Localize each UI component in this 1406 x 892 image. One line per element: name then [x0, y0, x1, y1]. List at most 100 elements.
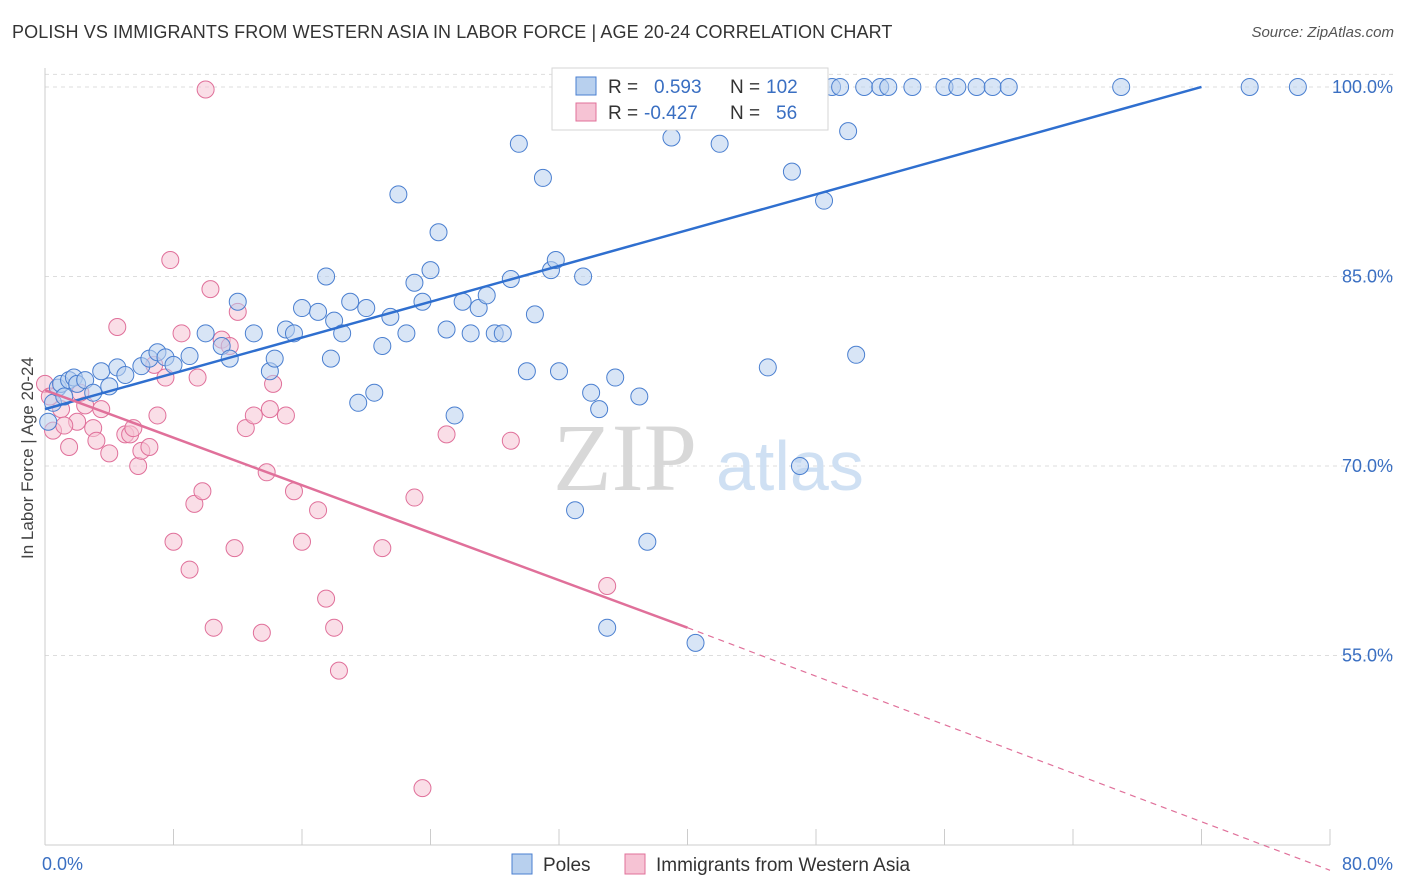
y-tick-labels: 55.0% 70.0% 85.0% 100.0% — [1332, 77, 1393, 666]
point-poles — [533, 168, 552, 187]
point-poles — [790, 456, 809, 475]
bottom-legend: Poles Immigrants from Western Asia — [511, 853, 911, 876]
trend-line-immigrants — [44, 388, 688, 629]
point-immigrants — [193, 482, 212, 501]
point-poles — [1288, 77, 1307, 96]
point-immigrants — [196, 80, 215, 99]
point-immigrants — [140, 438, 159, 457]
point-poles — [429, 223, 448, 242]
point-poles — [180, 347, 199, 366]
trend-line-poles — [44, 85, 1202, 411]
point-poles — [445, 406, 464, 425]
point-immigrants — [244, 406, 263, 425]
point-poles — [365, 383, 384, 402]
legend-swatch-immigrants — [575, 102, 597, 122]
point-poles — [116, 366, 135, 385]
y-tick-label: 70.0% — [1342, 456, 1393, 476]
point-poles — [574, 267, 593, 286]
point-poles — [196, 324, 215, 343]
point-immigrants — [204, 618, 223, 637]
point-immigrants — [437, 425, 456, 444]
point-immigrants — [108, 318, 127, 336]
point-poles — [317, 267, 336, 286]
point-poles — [469, 299, 488, 318]
point-poles — [903, 77, 922, 96]
point-immigrants — [413, 779, 432, 798]
y-tick-label: 100.0% — [1332, 77, 1393, 97]
point-poles — [582, 383, 601, 402]
point-poles — [437, 320, 456, 339]
point-poles — [831, 77, 850, 96]
point-immigrants — [225, 539, 244, 558]
point-poles — [265, 349, 284, 368]
point-poles — [357, 299, 376, 318]
watermark-zip: ZIP — [553, 404, 697, 511]
point-immigrants — [252, 623, 271, 642]
point-immigrants — [293, 532, 311, 551]
legend-n-label: N = — [730, 103, 760, 124]
point-poles — [397, 324, 416, 343]
point-poles — [847, 345, 866, 364]
point-poles — [421, 261, 440, 280]
point-poles — [453, 292, 472, 311]
point-poles — [983, 77, 1002, 96]
point-immigrants — [373, 539, 392, 558]
point-poles — [839, 122, 858, 141]
point-poles — [967, 77, 986, 96]
point-poles — [758, 358, 777, 377]
watermark-atlas: atlas — [716, 427, 864, 505]
legend-n-value: 56 — [776, 103, 797, 124]
trend-line-immigrants-extrapolated — [687, 627, 1331, 871]
point-poles — [92, 362, 111, 381]
point-poles — [606, 368, 625, 387]
point-poles — [405, 273, 424, 292]
axes — [44, 68, 1331, 846]
point-poles — [1112, 77, 1131, 96]
legend-r-label: R = — [608, 103, 638, 124]
point-immigrants — [129, 456, 148, 475]
point-immigrants — [309, 501, 328, 520]
trend-lines — [44, 85, 1331, 871]
legend-r-label: R = — [608, 77, 638, 98]
bottom-legend-label-immigrants: Immigrants from Western Asia — [656, 855, 911, 876]
watermark: ZIP atlas — [553, 404, 864, 511]
chart-title: POLISH VS IMMIGRANTS FROM WESTERN ASIA I… — [12, 22, 893, 42]
point-poles — [212, 336, 231, 355]
point-poles — [373, 336, 392, 355]
point-immigrants — [164, 532, 183, 551]
point-immigrants — [276, 406, 295, 425]
point-immigrants — [325, 618, 344, 637]
y-tick-label: 55.0% — [1342, 645, 1393, 665]
x-tick-labels: 0.0% 80.0% — [42, 854, 1393, 874]
point-immigrants — [405, 488, 424, 507]
gridlines — [45, 73, 1395, 656]
point-poles — [244, 324, 263, 343]
point-poles — [630, 387, 649, 406]
legend-r-value: 0.593 — [654, 77, 702, 98]
point-immigrants — [87, 431, 106, 450]
legend-n-label: N = — [730, 77, 760, 98]
point-immigrants — [185, 494, 204, 513]
point-poles — [493, 324, 512, 343]
legend-swatch-poles — [575, 76, 597, 96]
point-immigrants — [317, 589, 336, 608]
point-immigrants — [260, 400, 279, 419]
point-immigrants — [329, 661, 348, 680]
point-poles — [662, 128, 681, 147]
bottom-legend-swatch-immigrants — [624, 853, 646, 875]
point-poles — [546, 251, 565, 270]
point-poles — [525, 305, 544, 324]
point-poles — [710, 134, 729, 153]
point-poles — [293, 299, 311, 318]
point-poles — [879, 77, 898, 96]
point-immigrants — [501, 431, 520, 450]
point-poles — [461, 324, 480, 343]
point-poles — [999, 77, 1018, 96]
point-poles — [341, 292, 360, 311]
point-poles — [566, 501, 585, 520]
point-immigrants — [148, 406, 167, 425]
point-poles — [855, 77, 874, 96]
bottom-legend-label-poles: Poles — [543, 855, 591, 876]
point-poles — [686, 633, 705, 652]
